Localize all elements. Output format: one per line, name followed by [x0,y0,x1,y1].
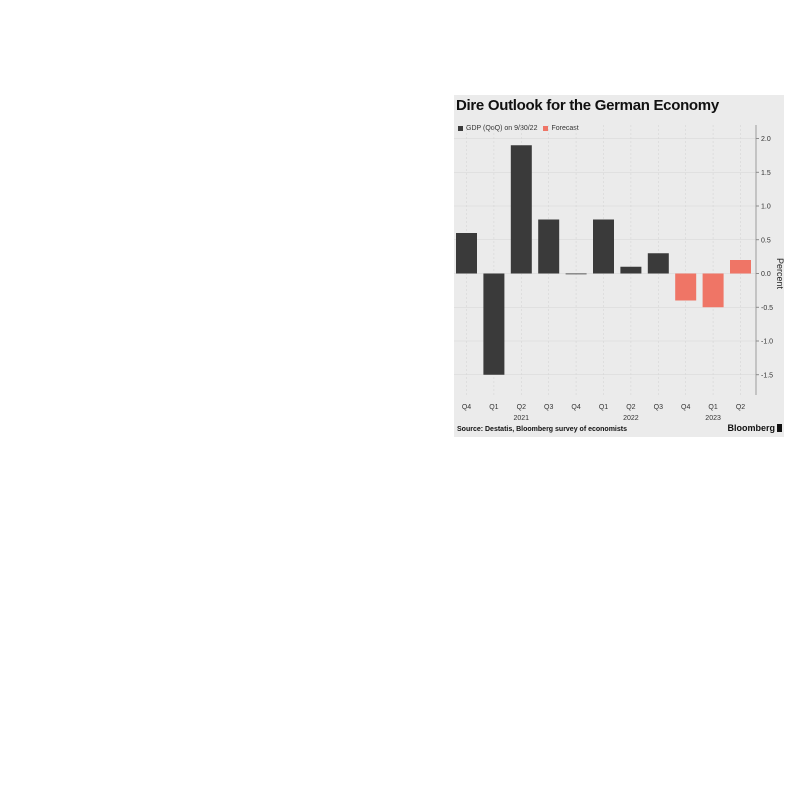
x-tick-label: Q4 [462,404,471,411]
x-tick-label: Q3 [544,404,553,411]
y-axis-label: Percent [775,258,784,290]
brand-name: Bloomberg [727,423,775,433]
bar-actual [647,253,669,274]
x-tick-label: Q4 [681,404,690,411]
x-year-label: 2021 [514,415,530,422]
bar-actual [593,219,614,274]
y-tick-label: 1.5 [761,170,771,177]
bar-forecast [702,273,724,308]
y-tick-label: 0.5 [761,237,771,244]
chart-title: Dire Outlook for the German Economy [456,97,719,114]
x-year-label: 2022 [623,415,639,422]
bar-forecast [730,260,751,274]
y-tick-label: -1.5 [761,372,773,379]
bar-actual [483,273,505,375]
x-tick-label: Q2 [736,404,745,411]
bar-actual [565,273,587,275]
x-tick-label: Q3 [654,404,663,411]
x-year-label: 2023 [705,415,721,422]
x-tick-label: Q1 [708,404,717,411]
legend-swatch-actual [458,126,463,131]
x-tick-label: Q1 [599,404,608,411]
y-tick-label: 2.0 [761,136,771,143]
x-tick-label: Q4 [571,404,580,411]
bar-forecast [675,273,697,301]
y-tick-label: 0.0 [761,271,771,278]
bar-actual [538,219,560,274]
legend-swatch-forecast [543,126,549,131]
bar-actual [456,233,477,274]
brand-logo: Bloomberg [727,423,782,433]
x-tick-label: Q2 [517,404,526,411]
source-note: Source: Destatis, Bloomberg survey of ec… [457,426,627,433]
legend-label-actual: GDP (QoQ) on 9/30/22 [466,125,538,132]
y-tick-label: -1.0 [761,339,773,346]
brand-mark-icon [777,424,782,432]
legend: GDP (QoQ) on 9/30/22 Forecast [458,125,579,132]
y-tick-label: 1.0 [761,204,771,211]
y-tick-label: -0.5 [761,305,773,312]
plot-area: 2.0 1.5 1.0 0.5 0.0 -0.5 -1.0 -1.5 Q4 Q1 Q2 Q3 Q4 Q1 Q… [454,125,784,422]
legend-label-forecast: Forecast [551,125,579,132]
x-tick-label: Q1 [489,404,498,411]
chart-card: Dire Outlook for the German Economy GDP … [454,95,784,437]
bar-actual [620,266,642,274]
x-tick-label: Q2 [626,404,635,411]
bar-actual [510,145,532,274]
